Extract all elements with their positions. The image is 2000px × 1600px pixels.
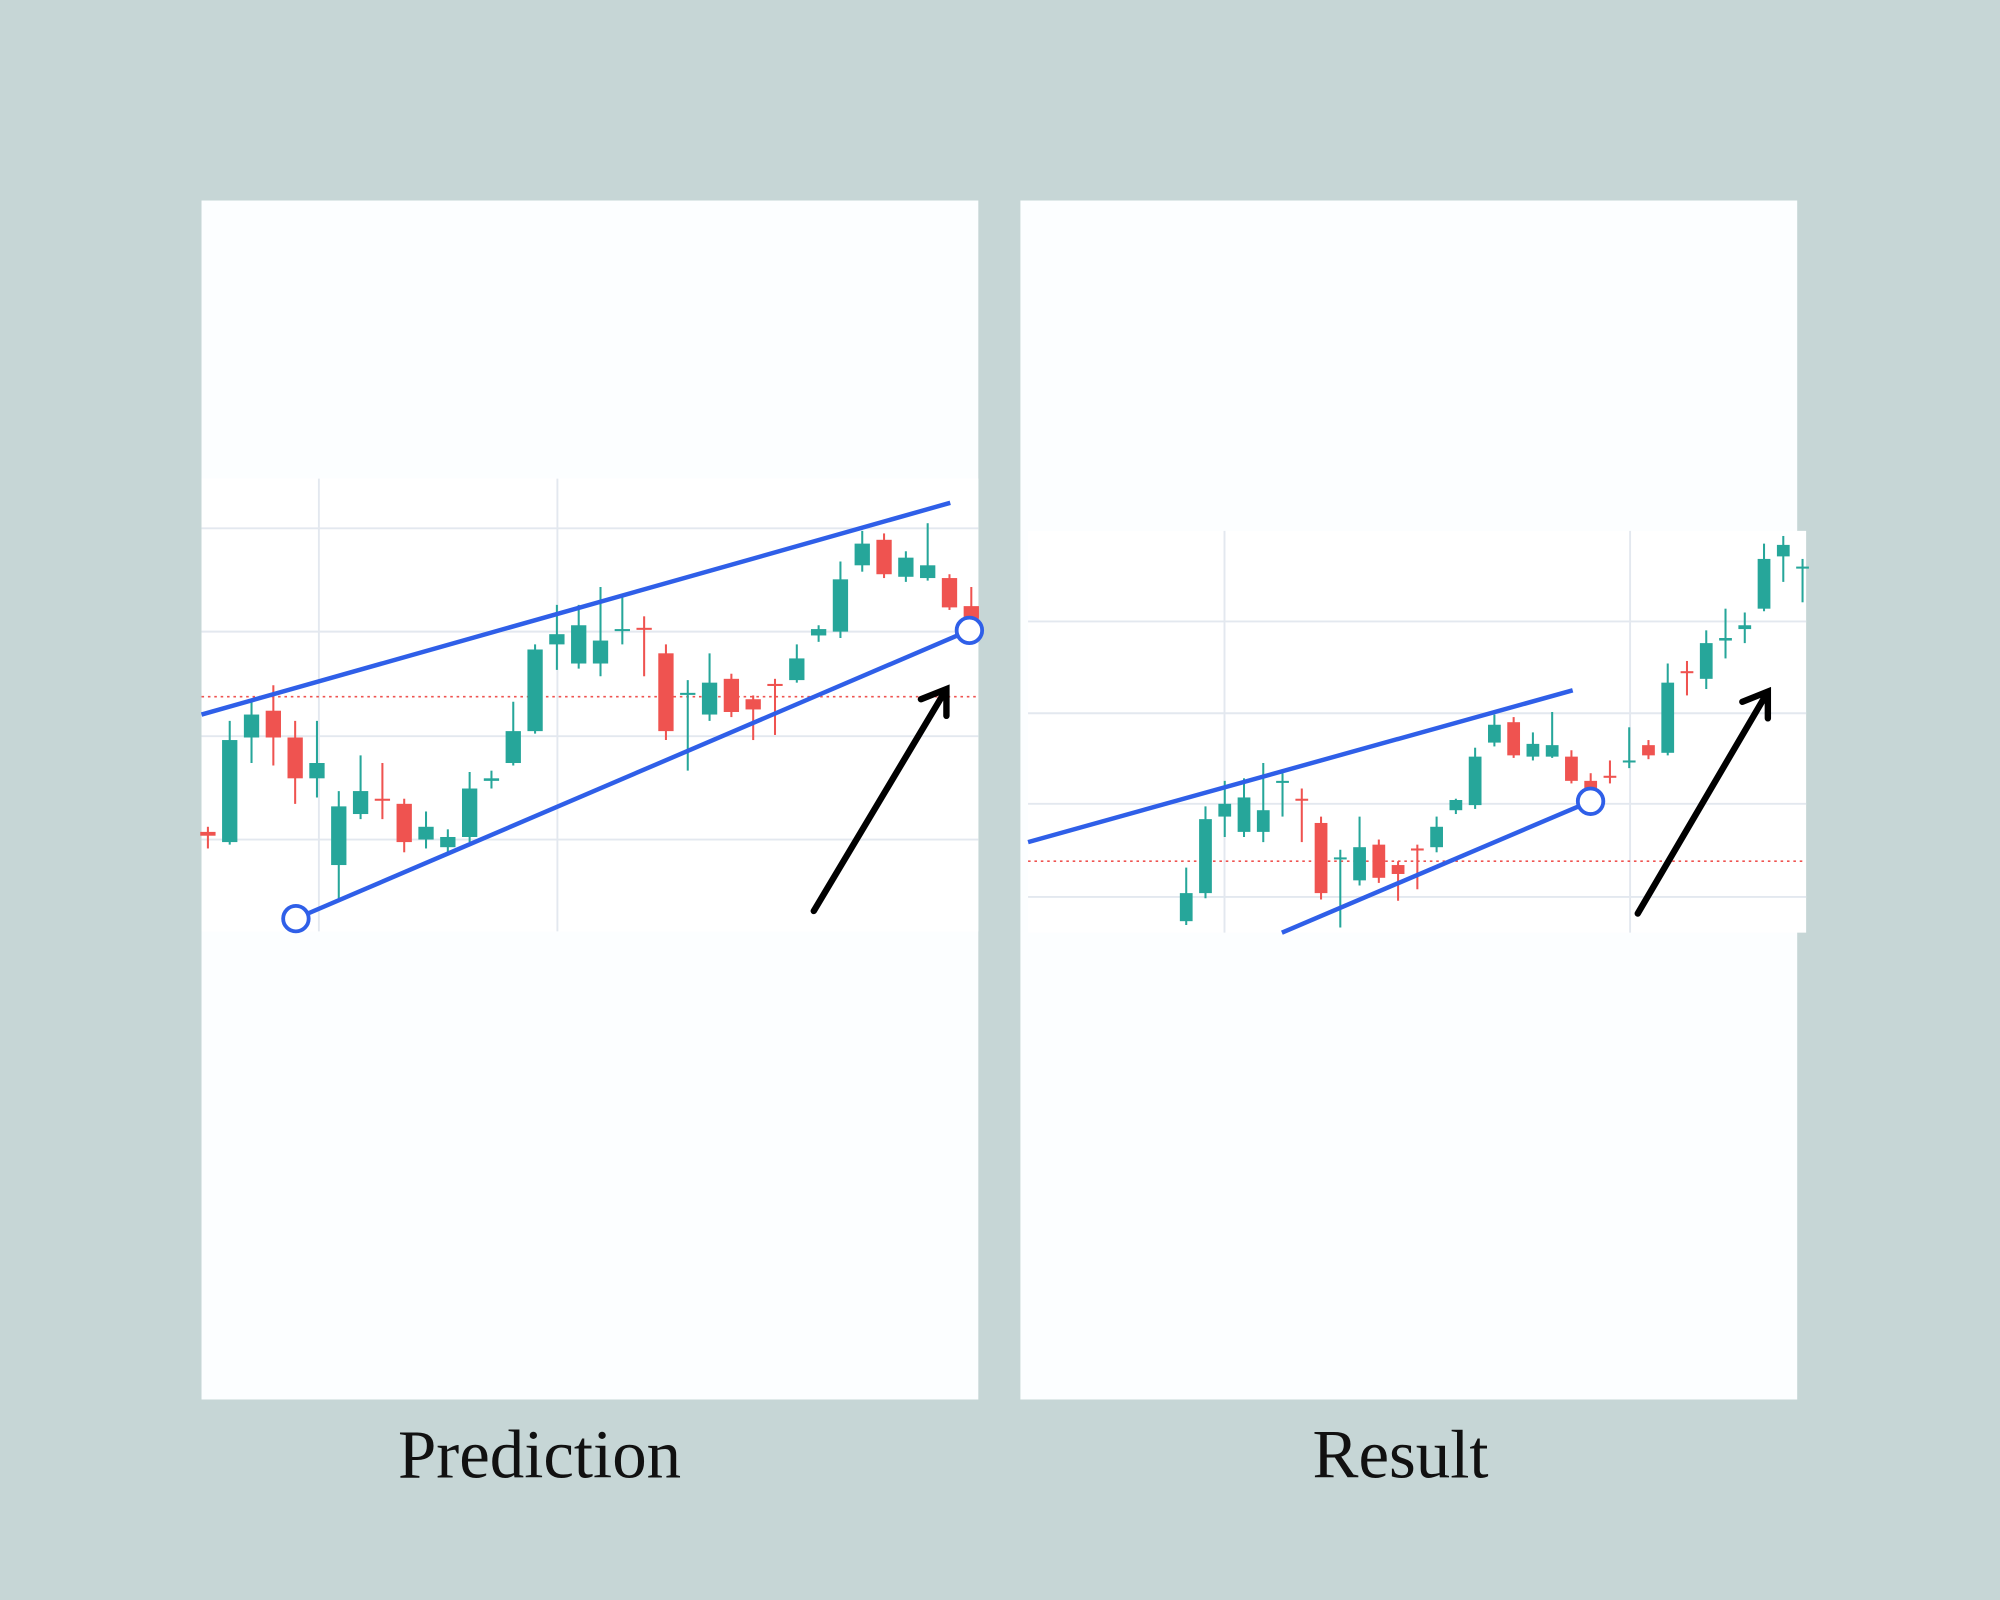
candle-body bbox=[440, 836, 456, 848]
annotations bbox=[200, 500, 1772, 935]
candle-body bbox=[614, 629, 630, 632]
candle-body bbox=[1603, 775, 1617, 778]
candle-body bbox=[1410, 848, 1424, 851]
chart bbox=[200, 478, 979, 932]
candle-body bbox=[1372, 844, 1386, 878]
candle-body bbox=[723, 678, 740, 712]
candle-body bbox=[854, 543, 870, 566]
candle-body bbox=[1256, 810, 1270, 832]
candle-body bbox=[941, 578, 958, 608]
candle-body bbox=[876, 539, 892, 575]
candle-body bbox=[1661, 682, 1675, 753]
trend-line bbox=[1281, 799, 1592, 935]
candle-body bbox=[592, 640, 609, 664]
candle-body bbox=[309, 763, 325, 779]
candle-body bbox=[701, 682, 718, 715]
candle-body bbox=[331, 806, 347, 866]
candle-body bbox=[549, 634, 565, 645]
candle-body bbox=[1796, 566, 1809, 569]
candle-body bbox=[789, 658, 805, 681]
candle-body bbox=[810, 629, 827, 636]
candle-body bbox=[1526, 743, 1540, 757]
candle-body bbox=[396, 803, 412, 843]
candle-body bbox=[418, 826, 434, 840]
candle-body bbox=[1642, 745, 1655, 756]
candle-body bbox=[1680, 671, 1694, 674]
candle-body bbox=[287, 737, 303, 779]
candle-body bbox=[658, 653, 674, 732]
candle-body bbox=[1314, 822, 1328, 894]
candle-body bbox=[505, 731, 521, 764]
candle-body bbox=[1622, 760, 1636, 763]
candle-body bbox=[1276, 780, 1289, 783]
candle-body bbox=[1584, 780, 1598, 792]
anchor bbox=[954, 615, 985, 646]
candle-body bbox=[1179, 893, 1193, 922]
candle-body bbox=[1545, 745, 1559, 757]
candle-body bbox=[1468, 756, 1482, 806]
candle-body bbox=[1237, 797, 1251, 832]
candle-body bbox=[1199, 819, 1212, 894]
arrow bbox=[810, 684, 950, 915]
candle-body bbox=[963, 606, 979, 619]
candle-body bbox=[767, 683, 783, 686]
candle-body bbox=[1353, 847, 1366, 881]
candle-body bbox=[1757, 558, 1771, 609]
arrow bbox=[1634, 686, 1772, 917]
candle-body bbox=[1391, 865, 1405, 874]
candle-body bbox=[1430, 826, 1443, 848]
candle-body bbox=[832, 579, 849, 632]
trend-line bbox=[295, 628, 971, 921]
candle-body bbox=[1507, 722, 1521, 756]
candle-body bbox=[1565, 756, 1578, 781]
candle-body bbox=[1488, 724, 1501, 743]
candle-body bbox=[527, 649, 543, 732]
candle-body bbox=[222, 740, 238, 843]
candle-body bbox=[920, 565, 936, 579]
trend-line bbox=[200, 500, 951, 717]
candle-body bbox=[352, 791, 369, 815]
candle-body bbox=[1738, 625, 1752, 630]
candle-body bbox=[1333, 857, 1347, 860]
candle-body bbox=[374, 798, 391, 801]
caption: Result bbox=[1313, 1416, 1489, 1492]
candle-body bbox=[1776, 544, 1790, 557]
candle-body bbox=[1699, 643, 1713, 679]
candle-body bbox=[1295, 798, 1309, 801]
anchor bbox=[1575, 786, 1606, 816]
candle-body bbox=[1218, 803, 1232, 817]
candle-body bbox=[265, 710, 281, 738]
candle-body bbox=[1449, 800, 1463, 811]
candle-body bbox=[1719, 638, 1732, 641]
candle-body bbox=[745, 699, 761, 710]
candle-body bbox=[571, 625, 587, 664]
candle-body bbox=[461, 788, 478, 837]
candle-body bbox=[898, 557, 914, 577]
caption: Prediction bbox=[398, 1416, 681, 1492]
anchor bbox=[281, 903, 311, 934]
candle-body bbox=[483, 778, 500, 781]
trend-line bbox=[1027, 688, 1574, 845]
candle-body bbox=[243, 714, 260, 738]
candle-body bbox=[680, 692, 696, 695]
candle-body bbox=[200, 831, 216, 836]
candle-body bbox=[636, 627, 652, 630]
